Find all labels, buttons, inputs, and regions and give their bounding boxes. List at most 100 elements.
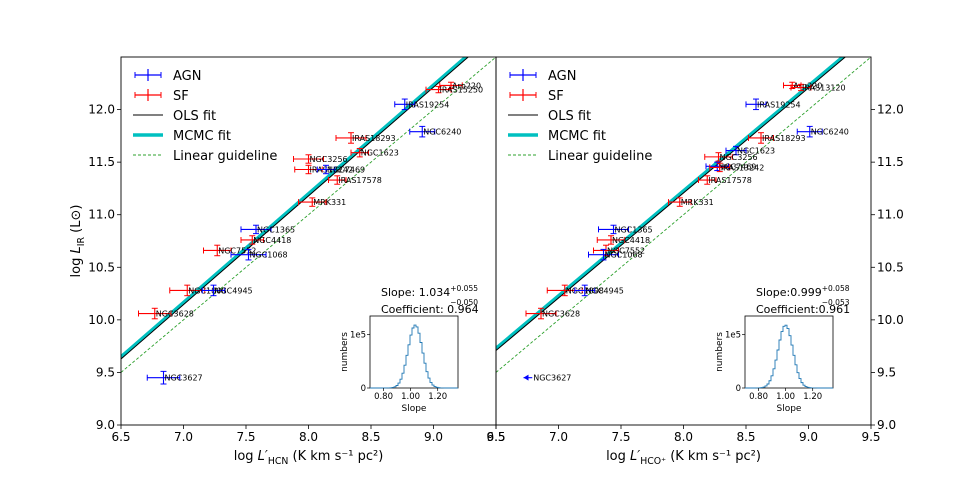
data-point: NGC1623 [725, 145, 775, 156]
data-point: NGC4418 [596, 235, 650, 245]
inset-frame [744, 315, 834, 389]
inset-x-tick-label: 1.20 [803, 392, 822, 402]
data-point: NGC1068 [230, 248, 288, 261]
slope-value: 1.034 [419, 286, 451, 299]
point-label: NGC1623 [361, 149, 399, 158]
point-label: NGC1068 [250, 251, 288, 260]
point-label: NGC7469 [718, 162, 756, 171]
data-point: IRAS13120 [790, 83, 846, 92]
y-tick-label: 9.0 [96, 418, 115, 432]
x-tick-label: 8.0 [299, 430, 318, 444]
point-label: IRAS13242 [721, 163, 765, 172]
slope-label: Slope: [381, 286, 419, 299]
inset-y-tick-label: 1e5 [725, 331, 741, 341]
legend-entry: Linear guideline [508, 149, 652, 164]
legend-entry: OLS fit [508, 109, 591, 124]
data-point: NGC1365 [598, 224, 653, 234]
data-point: NGC3256 [704, 152, 758, 162]
point-label: NGC4418 [612, 236, 650, 245]
point-label: IRAS19254 [757, 100, 801, 109]
legend-label: Linear guideline [548, 149, 652, 164]
point-label: NGC1068 [605, 251, 643, 260]
point-label: IRAS13120 [802, 83, 846, 92]
data-point: NGC1623 [350, 147, 399, 158]
x-tick-label: 6.5 [111, 430, 130, 444]
legend-entry: MCMC fit [133, 129, 231, 144]
data-point: NGC7552 [203, 244, 256, 257]
x-axis-label-pre: log [234, 449, 258, 464]
point-label: NGC3256 [720, 153, 758, 162]
point-label: NGC7469 [327, 166, 365, 175]
y-axis-label-sub: IR [76, 236, 87, 246]
fit-lines [121, 57, 496, 373]
inset-histogram: 0.80 1.00 1.20 0 1e5 Slope numbers [715, 315, 834, 414]
inset-y-label: numbers [340, 332, 350, 372]
data-point: NGC7469 [316, 164, 365, 175]
point-label: IRAS15250 [440, 86, 484, 95]
y-tick-label: 10.0 [88, 313, 115, 327]
x-axis-label-post: (K km s⁻¹ pc²) [288, 449, 383, 464]
legend-label: AGN [548, 69, 576, 84]
point-label: IRAS19254 [406, 100, 450, 109]
data-point: MRK331 [298, 197, 346, 207]
legend-entry: MCMC fit [508, 129, 606, 144]
legend-entry: OLS fit [133, 109, 216, 124]
point-label: IRAS18293 [762, 134, 806, 143]
legend-label: SF [173, 89, 189, 104]
inset-y-tick-label: 1e5 [350, 331, 366, 341]
data-point: NGC6240 [796, 125, 849, 138]
histogram-steps [370, 324, 458, 389]
slope-plus: +0.055 [450, 284, 478, 293]
ols-fit-line [121, 57, 469, 360]
inset-y-label: numbers [715, 332, 725, 372]
y-axis-label-sym: L [69, 246, 84, 253]
point-label: NGC4418 [253, 236, 291, 245]
inset-x-label: Slope [402, 404, 427, 414]
x-tick-label: 8.0 [674, 430, 693, 444]
y-tick-label: 12.0 [877, 103, 904, 117]
x-axis-label-sub: HCO⁺ [640, 456, 666, 467]
y-tick-label: 11.0 [88, 208, 115, 222]
y-tick-label: 10.5 [88, 260, 115, 274]
y-tick-label: 12.0 [88, 103, 115, 117]
data-point: IRAS18293 [748, 132, 806, 144]
legend-entry: AGN [134, 69, 201, 84]
legend-entry: SF [134, 89, 189, 104]
mcmc-fit-line [496, 57, 846, 350]
point-label: NGC4945 [215, 286, 253, 295]
point-label: IRAS18293 [352, 134, 396, 143]
point-label: NGC3256 [310, 155, 348, 164]
data-point: NGC3628 [138, 307, 194, 320]
data-point: NGC3628 [525, 307, 580, 320]
inset-x-tick-label: 0.80 [749, 392, 768, 402]
point-label: NGC3627 [533, 374, 571, 383]
histogram-steps [745, 324, 833, 389]
inset-y-tick-label: 0 [736, 384, 741, 394]
point-label: NGC7552 [607, 246, 645, 255]
legend-label: MCMC fit [173, 129, 231, 144]
x-axis-label: log L′HCO⁺ (K km s⁻¹ pc²) [606, 449, 761, 467]
point-label: MRK331 [681, 198, 714, 207]
inset-x-label: Slope [777, 404, 802, 414]
x-tick-label: 7.0 [549, 430, 568, 444]
data-point: IRAS19254 [394, 98, 450, 111]
y-tick-label: 11.5 [877, 155, 904, 169]
coefficient-text: Coefficient:0.961 [756, 303, 850, 316]
data-point: NGC3256 [293, 154, 348, 164]
point-label: NGC6240 [423, 128, 461, 137]
y-tick-label: 9.5 [96, 365, 115, 379]
data-point: IRAS19254 [745, 98, 801, 111]
slope-value: 0.999 [790, 286, 822, 299]
point-label: Arp220 [452, 81, 481, 90]
legend-label: OLS fit [173, 109, 216, 124]
point-label: NGC7552 [218, 246, 256, 255]
data-point: IRAS15250 [425, 86, 484, 95]
point-label: Arp220 [793, 81, 822, 90]
legend-label: SF [548, 89, 564, 104]
y-tick-label: 11.0 [877, 208, 904, 222]
legend-entry: SF [509, 89, 564, 104]
slope-text: Slope: 1.034+0.055 [381, 284, 478, 299]
legend-label: Linear guideline [173, 149, 277, 164]
